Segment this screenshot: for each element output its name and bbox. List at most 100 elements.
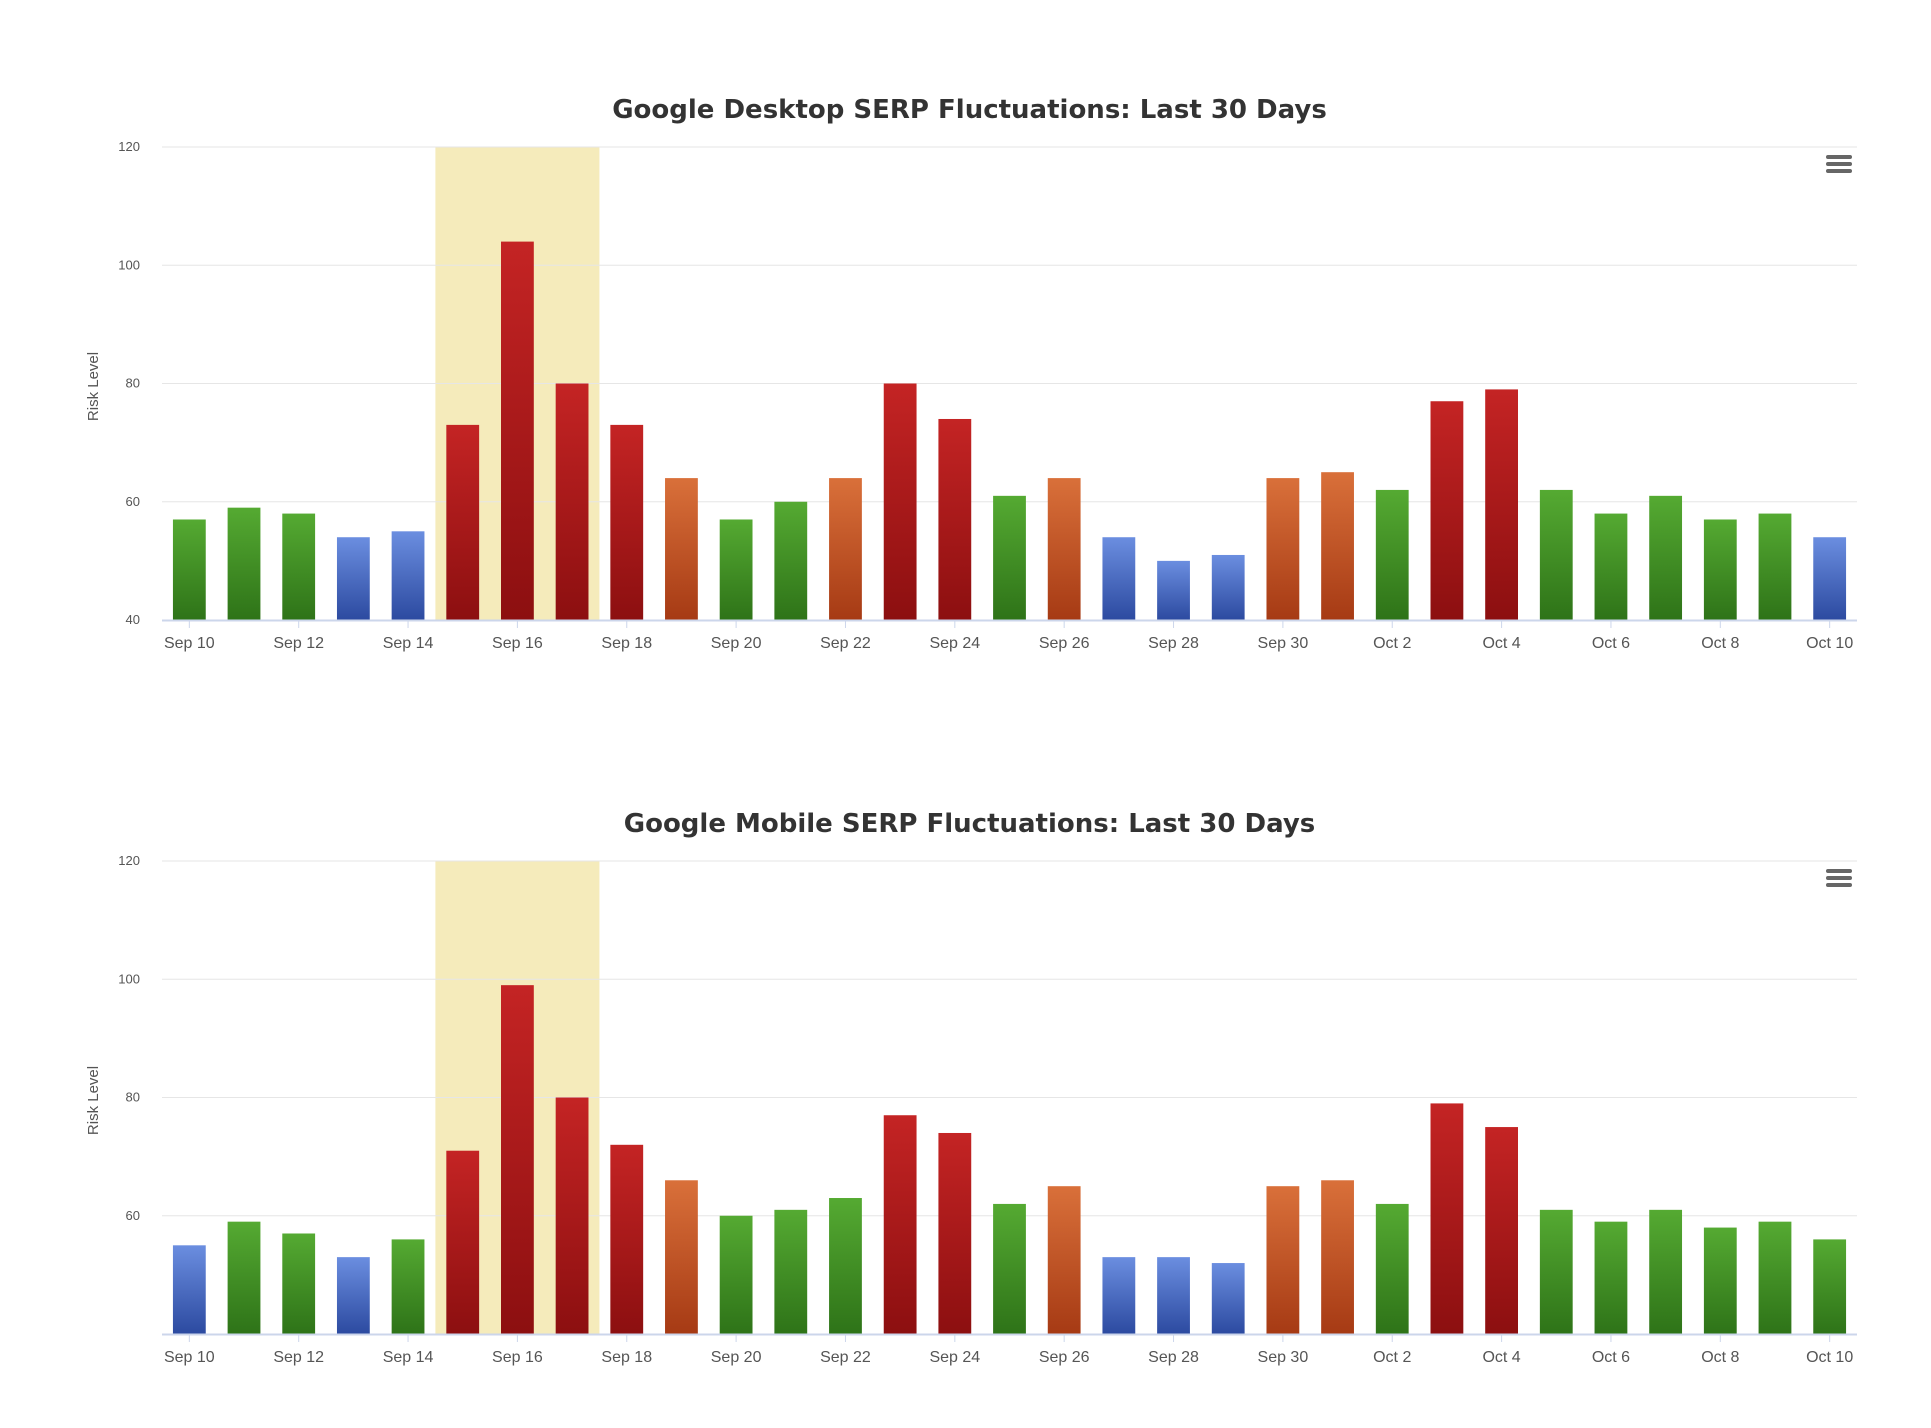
x-tick-label: Oct 10 bbox=[1806, 1349, 1853, 1366]
bar-sep-30[interactable] bbox=[1266, 478, 1300, 620]
bar-oct-1[interactable] bbox=[1321, 472, 1354, 620]
x-tick-label: Oct 10 bbox=[1806, 635, 1853, 652]
y-tick-label: 100 bbox=[118, 257, 140, 272]
bar-sep-29[interactable] bbox=[1211, 1263, 1245, 1334]
x-tick-label: Oct 4 bbox=[1482, 1349, 1520, 1366]
x-tick-label: Sep 26 bbox=[1039, 635, 1090, 652]
y-tick-label: 100 bbox=[118, 971, 140, 986]
bar-sep-21[interactable] bbox=[774, 1209, 808, 1334]
bar-sep-23[interactable] bbox=[883, 383, 917, 621]
x-tick-label: Sep 14 bbox=[383, 1349, 434, 1366]
x-tick-label: Sep 24 bbox=[929, 1349, 980, 1366]
bar-sep-12[interactable] bbox=[282, 513, 316, 620]
bar-oct-10[interactable] bbox=[1813, 537, 1847, 620]
x-tick-label: Sep 26 bbox=[1039, 1349, 1090, 1366]
bar-sep-23[interactable] bbox=[883, 1115, 917, 1334]
y-tick-label: 120 bbox=[118, 853, 140, 868]
chart-menu-icon[interactable] bbox=[1822, 148, 1858, 176]
x-tick-label: Oct 2 bbox=[1373, 1349, 1411, 1366]
bar-sep-22[interactable] bbox=[829, 478, 862, 620]
x-tick-label: Sep 28 bbox=[1148, 1349, 1199, 1366]
x-tick-label: Sep 28 bbox=[1148, 635, 1199, 652]
x-tick-label: Sep 18 bbox=[601, 635, 652, 652]
bar-oct-4[interactable] bbox=[1485, 389, 1518, 620]
bar-sep-27[interactable] bbox=[1102, 1257, 1136, 1334]
bar-sep-14[interactable] bbox=[391, 531, 425, 620]
x-tick-label: Sep 10 bbox=[164, 635, 215, 652]
bar-sep-17[interactable] bbox=[555, 1097, 589, 1335]
desktop-serp-chart: Google Desktop SERP Fluctuations: Last 3… bbox=[85, 95, 1858, 652]
x-tick-label: Sep 16 bbox=[492, 1349, 543, 1366]
bar-oct-9[interactable] bbox=[1758, 513, 1792, 620]
bar-sep-25[interactable] bbox=[993, 1203, 1026, 1334]
bar-sep-26[interactable] bbox=[1047, 1186, 1081, 1334]
bar-sep-13[interactable] bbox=[336, 537, 370, 620]
bar-oct-10[interactable] bbox=[1813, 1239, 1847, 1334]
x-tick-label: Sep 18 bbox=[601, 1349, 652, 1366]
bar-oct-1[interactable] bbox=[1321, 1180, 1354, 1334]
bar-oct-4[interactable] bbox=[1485, 1127, 1518, 1334]
bar-sep-19[interactable] bbox=[665, 1180, 698, 1334]
bar-sep-15[interactable] bbox=[446, 1150, 480, 1334]
bar-oct-8[interactable] bbox=[1703, 1227, 1737, 1334]
bar-sep-14[interactable] bbox=[391, 1239, 425, 1334]
bar-sep-18[interactable] bbox=[610, 424, 644, 620]
bar-oct-2[interactable] bbox=[1375, 489, 1409, 620]
mobile-serp-chart: Google Mobile SERP Fluctuations: Last 30… bbox=[0, 714, 1931, 1428]
bar-oct-2[interactable] bbox=[1375, 1203, 1409, 1334]
x-tick-label: Oct 6 bbox=[1592, 1349, 1630, 1366]
bar-sep-16[interactable] bbox=[501, 241, 534, 620]
bar-oct-7[interactable] bbox=[1649, 1209, 1683, 1334]
bar-oct-8[interactable] bbox=[1703, 519, 1737, 620]
bar-oct-5[interactable] bbox=[1539, 489, 1573, 620]
mobile-chart-svg: Google Mobile SERP Fluctuations: Last 30… bbox=[85, 809, 1858, 1366]
bar-sep-16[interactable] bbox=[501, 985, 534, 1334]
bar-oct-9[interactable] bbox=[1758, 1221, 1792, 1334]
bar-oct-3[interactable] bbox=[1430, 1103, 1464, 1334]
bar-sep-13[interactable] bbox=[336, 1257, 370, 1334]
bar-sep-21[interactable] bbox=[774, 501, 808, 620]
bar-sep-17[interactable] bbox=[555, 383, 589, 621]
bar-sep-12[interactable] bbox=[282, 1233, 316, 1334]
bar-sep-20[interactable] bbox=[719, 519, 753, 620]
bar-sep-10[interactable] bbox=[172, 1245, 206, 1334]
chart-menu-icon[interactable] bbox=[1822, 862, 1858, 890]
bar-sep-20[interactable] bbox=[719, 1215, 753, 1334]
bar-sep-28[interactable] bbox=[1157, 1257, 1190, 1334]
y-tick-label: 80 bbox=[126, 376, 140, 391]
bar-sep-15[interactable] bbox=[446, 424, 480, 620]
x-tick-label: Sep 12 bbox=[273, 1349, 324, 1366]
bar-sep-27[interactable] bbox=[1102, 537, 1136, 620]
y-tick-label: 60 bbox=[126, 1208, 140, 1223]
x-tick-label: Sep 16 bbox=[492, 635, 543, 652]
bar-sep-25[interactable] bbox=[993, 495, 1026, 620]
bar-sep-24[interactable] bbox=[938, 418, 972, 620]
y-tick-label: 60 bbox=[126, 494, 140, 509]
x-tick-label: Sep 14 bbox=[383, 635, 434, 652]
bar-sep-26[interactable] bbox=[1047, 478, 1081, 620]
bar-sep-22[interactable] bbox=[829, 1198, 862, 1334]
bar-oct-6[interactable] bbox=[1594, 1221, 1628, 1334]
bar-oct-7[interactable] bbox=[1649, 495, 1683, 620]
bar-sep-11[interactable] bbox=[227, 507, 261, 620]
y-tick-label: 120 bbox=[118, 139, 140, 154]
bar-sep-18[interactable] bbox=[610, 1144, 644, 1334]
bar-sep-19[interactable] bbox=[665, 478, 698, 620]
y-axis-title: Risk Level bbox=[85, 352, 102, 421]
x-tick-label: Sep 12 bbox=[273, 635, 324, 652]
chart-title: Google Desktop SERP Fluctuations: Last 3… bbox=[612, 95, 1327, 125]
bar-sep-24[interactable] bbox=[938, 1132, 972, 1334]
bar-oct-3[interactable] bbox=[1430, 401, 1464, 620]
bar-oct-5[interactable] bbox=[1539, 1209, 1573, 1334]
x-tick-label: Oct 6 bbox=[1592, 635, 1630, 652]
x-tick-label: Sep 20 bbox=[711, 1349, 762, 1366]
bar-sep-30[interactable] bbox=[1266, 1186, 1300, 1334]
bar-sep-28[interactable] bbox=[1157, 560, 1190, 620]
bar-sep-10[interactable] bbox=[172, 519, 206, 620]
desktop-chart-svg: Google Desktop SERP Fluctuations: Last 3… bbox=[85, 95, 1858, 652]
chart-title: Google Mobile SERP Fluctuations: Last 30… bbox=[624, 809, 1316, 839]
bar-sep-29[interactable] bbox=[1211, 554, 1245, 620]
x-tick-label: Sep 10 bbox=[164, 1349, 215, 1366]
bar-sep-11[interactable] bbox=[227, 1221, 261, 1334]
bar-oct-6[interactable] bbox=[1594, 513, 1628, 620]
